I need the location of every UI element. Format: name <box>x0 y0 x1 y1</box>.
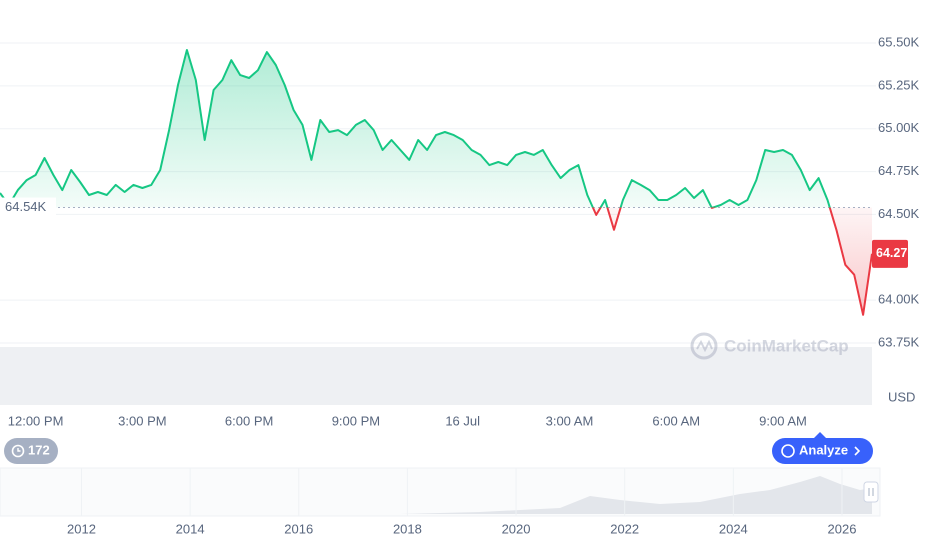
analyze-button[interactable]: Analyze <box>772 432 873 464</box>
y-tick-label: 65.00K <box>878 120 920 135</box>
analyze-label[interactable]: Analyze <box>799 442 848 457</box>
navigator-year: 2026 <box>828 521 857 536</box>
navigator-year: 2020 <box>502 521 531 536</box>
baseline-label: 64.54K <box>5 199 47 214</box>
analyze-button-bg[interactable] <box>772 438 873 464</box>
x-tick-label: 16 Jul <box>445 413 480 428</box>
navigator-year: 2018 <box>393 521 422 536</box>
currency-label: USD <box>888 389 915 404</box>
alerts-pill-bg[interactable] <box>4 438 58 464</box>
y-tick-label: 65.25K <box>878 77 920 92</box>
x-tick-label: 12:00 PM <box>8 413 64 428</box>
price-line <box>0 49 873 316</box>
watermark-text: CoinMarketCap <box>724 336 849 355</box>
navigator-year: 2016 <box>284 521 313 536</box>
x-tick-label: 9:00 PM <box>332 413 380 428</box>
x-tick-label: 3:00 PM <box>118 413 166 428</box>
navigator-year: 2012 <box>67 521 96 536</box>
x-tick-label: 3:00 AM <box>546 413 594 428</box>
navigator-year: 2014 <box>176 521 205 536</box>
last-price-tag <box>872 239 908 268</box>
price-area <box>0 50 872 315</box>
navigator[interactable] <box>0 467 881 517</box>
alerts-count[interactable]: 172 <box>28 442 50 457</box>
alerts-pill[interactable]: 172 <box>4 438 58 464</box>
last-price-label: 64.27K <box>876 246 916 260</box>
navigator-area <box>0 476 872 514</box>
y-tick-label: 65.50K <box>878 34 920 49</box>
x-tick-label: 6:00 PM <box>225 413 273 428</box>
x-tick-label: 6:00 AM <box>652 413 700 428</box>
navigator-handle[interactable] <box>863 481 879 503</box>
y-tick-label: 64.50K <box>878 206 920 221</box>
y-tick-label: 64.00K <box>878 292 920 307</box>
y-tick-label: 64.75K <box>878 163 920 178</box>
navigator-year: 2024 <box>719 521 748 536</box>
x-tick-label: 9:00 AM <box>759 413 807 428</box>
y-tick-label: 63.75K <box>878 334 920 349</box>
navigator-year: 2022 <box>610 521 639 536</box>
volume-band <box>0 347 872 405</box>
baseline-label-bg <box>0 197 56 218</box>
watermark: CoinMarketCap <box>690 332 849 360</box>
